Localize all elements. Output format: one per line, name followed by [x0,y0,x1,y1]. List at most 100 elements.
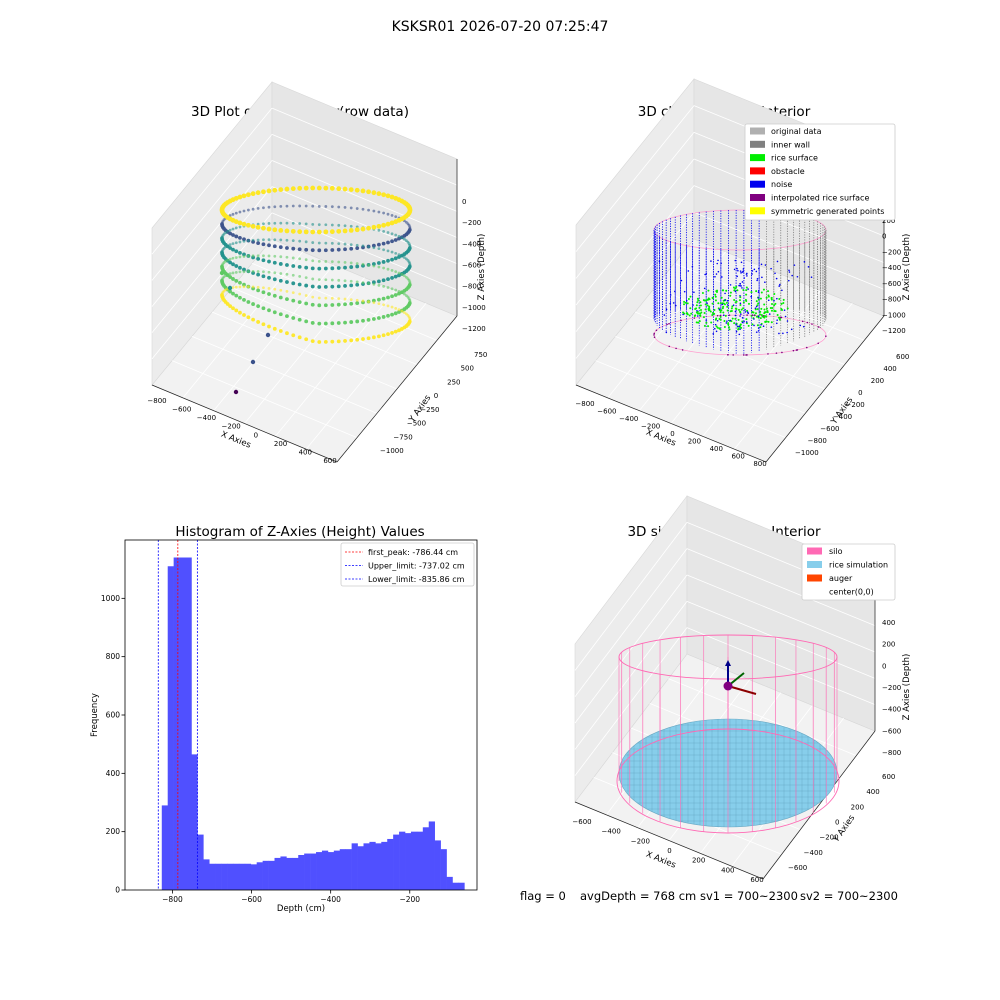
classify-noise-point [716,262,719,265]
classify-noise-point [717,270,720,273]
raw-grid-line [271,133,458,212]
raw-data-point [393,256,398,261]
histogram-bar [280,856,287,890]
raw-data-point [246,315,251,320]
raw-data-point [242,285,246,289]
simulation-z-tick-label: 200 [882,641,895,649]
classify-rice-surface-point [689,307,692,310]
auger-x-arrow [727,685,757,695]
classify-rice-surface-point [716,326,719,329]
raw-data-point [238,235,242,240]
classify-noise-point [682,313,684,316]
raw-data-point [267,243,271,248]
raw-data-point [408,225,412,229]
raw-data-point [343,279,347,283]
raw-data-point [376,297,381,302]
raw-data-point [317,321,322,326]
classify-axis-ticks: −800−600−400−2000200400600800−1000−800−6… [575,217,909,468]
raw-data-point [245,192,251,198]
classify-rice-surface-point [724,314,727,317]
raw-data-point [267,254,271,258]
classify-rice-surface-point [773,310,776,313]
classify-noise-point [714,275,716,278]
histogram-bar [316,852,323,890]
raw-data-point [297,264,302,269]
raw-data-point [298,292,302,296]
classify-noise-point [768,313,771,315]
raw-data-point [323,303,328,308]
classify-legend-label: rice surface [771,154,818,163]
raw-data-point [261,189,266,195]
raw-data-point [238,310,242,315]
classify-interpolated-point [805,346,808,349]
raw-data-point [246,269,250,273]
raw-data-point [278,278,283,283]
histogram-bar [321,850,329,890]
raw-data-point [262,254,265,258]
raw-data-point [381,278,386,283]
raw-data-point [355,337,360,342]
classify-rice-surface-point [742,301,745,304]
histogram-bar [410,831,418,890]
raw-data-point [343,320,347,325]
classify-rice-surface-point [715,325,718,328]
histogram-bar [416,831,424,890]
classify-rice-surface-point [756,324,759,327]
classify-rice-surface-point [770,309,773,312]
classify-noise-point [741,287,743,289]
histogram-bar [446,876,453,890]
raw-data-point [238,225,242,229]
histogram-bar [167,566,174,890]
raw-z-tick-label: 0 [462,198,466,206]
raw-data-point [279,255,283,259]
raw-data-point [336,247,341,252]
raw-data-point [279,238,283,242]
classify-noise-point [736,325,739,328]
classify-noise-point [786,331,788,334]
classify-noise-point [740,261,743,264]
raw-data-point [250,223,256,229]
classify-rice-surface-point [735,308,738,311]
classify-legend-label: noise [771,180,792,189]
classify-noise-point [721,303,724,306]
classify-rice-surface-point [725,301,728,304]
classify-y-tick-label: 400 [883,365,896,373]
classify-interpolated-point [775,352,778,354]
raw-data-point [267,324,271,329]
histogram-ticks: −800 −600 −400 −200 0 200 400 600 800 1000 [101,594,420,904]
classify-rice-surface-point [723,325,726,328]
raw-data-point [355,301,360,306]
classify-legend-label: obstacle [771,167,805,176]
classify-grid-line [575,158,695,306]
raw-data-point [311,241,315,244]
classify-noise-point [756,277,759,280]
raw-data-point [330,296,334,300]
raw-data-point [256,272,261,277]
histogram-bar [452,882,459,890]
raw-data-point [304,319,309,324]
classify-legend-swatch [750,180,765,188]
raw-data-point [377,247,381,251]
raw-data-point [304,283,309,288]
raw-data-point [360,226,366,232]
histogram-bar [286,857,293,890]
sv2-range: sv2 = 700~2300 [800,889,898,903]
raw-data-point [330,241,334,245]
raw-data-point [330,248,335,252]
raw-data-point [310,266,315,271]
classify-interpolated-point [727,353,729,356]
raw-data-point [238,285,242,289]
classify-noise-point [732,304,735,307]
classify-legend-swatch [750,127,765,135]
histogram-bar [185,557,192,890]
histogram-x-tick-label: −600 [241,895,262,904]
histogram-title: Histogram of Z-Axies (Height) Values [175,524,424,540]
histogram-bar [274,857,281,890]
raw-data-point [285,314,289,319]
classify-rice-surface-point [684,301,687,304]
raw-data-point [330,205,334,209]
raw-x-tick-label: 200 [274,440,287,448]
raw-data-point [284,228,290,234]
classify-x-tick-label: −800 [575,400,594,408]
classify-rice-surface-point [767,295,770,298]
